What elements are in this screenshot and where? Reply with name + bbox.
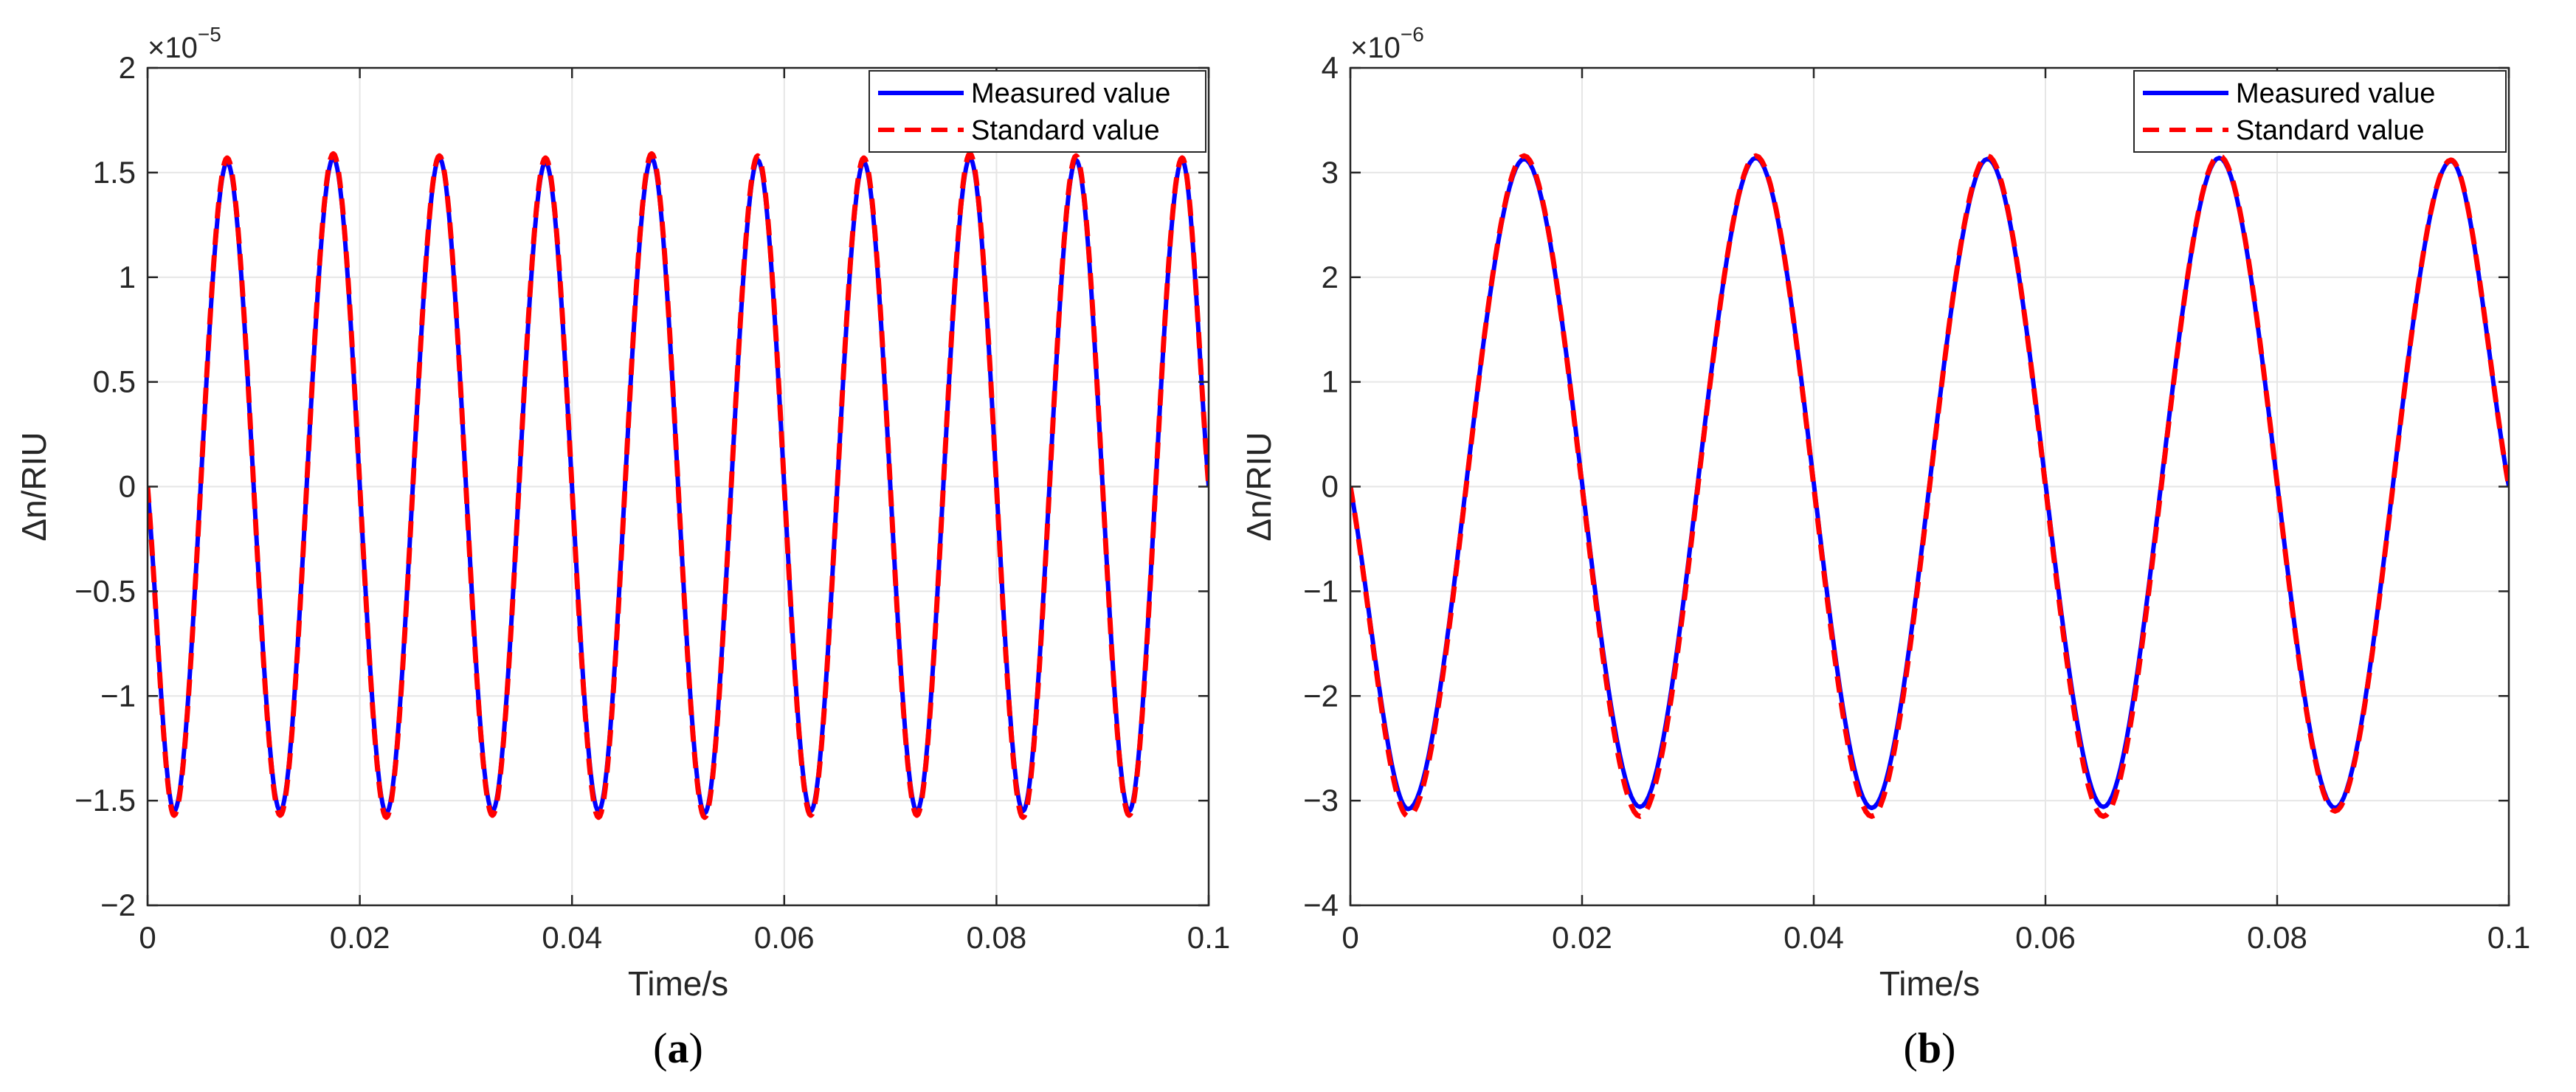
panel-b-ytick-label-7: 3: [1322, 155, 1339, 190]
panel-b-ytick-label-2: −2: [1303, 678, 1339, 713]
panel-a-ytick-label-8: 2: [119, 50, 136, 85]
panel-a-ytick-label-0: −2: [100, 888, 136, 922]
panel-b-legend-box: [2133, 70, 2507, 153]
panel-a-xtick-label-2: 0.04: [542, 920, 602, 955]
panel-b-xtick-label-4: 0.08: [2247, 920, 2307, 955]
panel-b-ytick-label-8: 4: [1322, 50, 1339, 85]
panel-a: 0 0.02 0.04 0.06 0.08 0.1 −2 −1.5 −1 −0.5 0 0.5 1 1.5…: [15, 23, 1230, 1072]
panel-b-xtick-label-2: 0.04: [1783, 920, 1844, 955]
panel-a-xtick-label-1: 0.02: [330, 920, 390, 955]
panel-a-ytick-label-7: 1.5: [93, 155, 136, 190]
panel-a-ytick-label-5: 0.5: [93, 364, 136, 399]
panel-a-legend-label-measured: Measured value: [971, 78, 1170, 109]
panel-a-ytick-label-6: 1: [119, 260, 136, 294]
panel-b: 0 0.02 0.04 0.06 0.08 0.1 −4 −3 −2 −1 0 1 2 3 4 Time/s…: [1240, 23, 2530, 1072]
panel-b-legend: Measured value Standard value: [2133, 70, 2507, 153]
panel-a-ytick-label-2: −1: [100, 678, 136, 713]
panel-a-legend: Measured value Standard value: [869, 70, 1206, 153]
panel-b-caption-letter: b: [1918, 1024, 1941, 1072]
panel-b-multiplier-base: ×10: [1350, 32, 1401, 64]
panel-b-multiplier-exponent: −6: [1401, 23, 1424, 46]
panel-b-xtick-label-3: 0.06: [2015, 920, 2076, 955]
panel-b-caption: (b): [1904, 1024, 1956, 1072]
panel-a-legend-label-standard: Standard value: [971, 115, 1160, 146]
panel-b-xtick-label-0: 0: [1341, 920, 1358, 955]
panel-a-ytick-label-4: 0: [119, 469, 136, 504]
panel-a-series-standard-line: [148, 151, 1209, 820]
panel-b-ytick-label-5: 1: [1322, 364, 1339, 399]
panel-b-ytick-label-4: 0: [1322, 469, 1339, 504]
panel-a-xtick-label-0: 0: [139, 920, 156, 955]
panel-a-ylabel: Δn/RIU: [15, 432, 53, 541]
panel-a-caption-letter: a: [668, 1024, 689, 1072]
panel-a-xtick-label-4: 0.08: [967, 920, 1027, 955]
panel-a-multiplier-exponent: −5: [198, 23, 221, 46]
panel-b-xtick-label-5: 0.1: [2487, 920, 2530, 955]
panel-b-ytick-label-6: 2: [1322, 260, 1339, 294]
panel-a-multiplier: ×10−5: [148, 23, 221, 64]
panel-a-caption: (a): [653, 1024, 703, 1072]
panel-b-multiplier: ×10−6: [1350, 23, 1424, 64]
panel-b-legend-label-standard: Standard value: [2236, 115, 2425, 146]
panel-b-ytick-label-0: −4: [1303, 888, 1339, 922]
panel-b-ytick-label-3: −1: [1303, 573, 1339, 608]
panel-a-xtick-label-3: 0.06: [754, 920, 815, 955]
panel-b-xtick-label-1: 0.02: [1552, 920, 1612, 955]
panel-a-xlabel: Time/s: [628, 964, 728, 1003]
panel-b-ylabel: Δn/RIU: [1240, 432, 1278, 541]
panel-a-xtick-label-5: 0.1: [1187, 920, 1230, 955]
panel-a-multiplier-base: ×10: [148, 32, 198, 64]
panel-a-plot-layer: 0 0.02 0.04 0.06 0.08 0.1 −2 −1.5 −1 −0.5 0 0.5 1 1.5…: [75, 50, 1230, 955]
panel-b-series-standard-line: [1350, 153, 2509, 819]
panel-a-ytick-label-3: −0.5: [75, 573, 136, 608]
panel-b-ytick-label-1: −3: [1303, 783, 1339, 818]
panel-a-legend-box: [869, 70, 1206, 153]
panel-b-legend-label-measured: Measured value: [2236, 78, 2435, 109]
panel-b-xlabel: Time/s: [1879, 964, 1980, 1003]
panel-b-plot-layer: 0 0.02 0.04 0.06 0.08 0.1 −4 −3 −2 −1 0 1 2 3 4: [1303, 50, 2530, 955]
panel-a-ytick-label-1: −1.5: [75, 783, 136, 818]
